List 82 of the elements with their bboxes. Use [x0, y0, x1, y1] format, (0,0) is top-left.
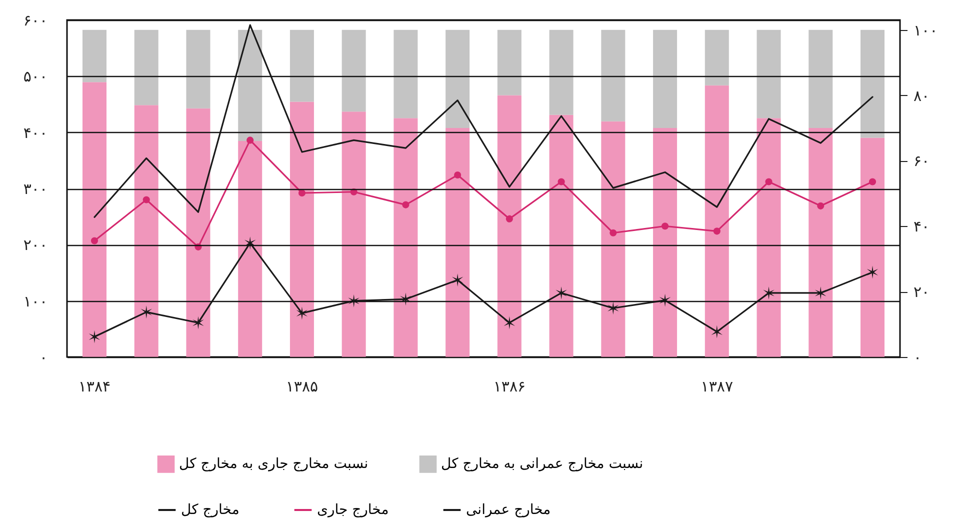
point: [244, 236, 256, 250]
bar: [549, 30, 574, 115]
x-tick-label: ۱۳۸۶: [493, 378, 526, 396]
point: [296, 306, 308, 320]
y2-tick-label: ۴۰: [914, 218, 930, 236]
legend-label: مخارج عمرانی: [466, 502, 551, 518]
bar: [756, 30, 781, 118]
bar: [342, 30, 366, 112]
bar: [446, 128, 470, 357]
bar: [186, 30, 210, 108]
point: [88, 330, 100, 344]
point: [662, 222, 669, 230]
point: [814, 286, 826, 300]
bar: [342, 112, 366, 357]
bar: [82, 30, 106, 82]
bar: [653, 30, 678, 128]
x-tick-label: ۱۳۸۷: [700, 378, 734, 396]
bar: [704, 85, 729, 357]
legend-label: مخارج جاری: [317, 502, 389, 518]
bar: [549, 114, 574, 357]
point: [866, 266, 878, 279]
y-tick-label: ۶۰۰: [23, 12, 48, 30]
point: [402, 201, 410, 208]
point: [610, 229, 617, 236]
point: [711, 325, 723, 338]
point: [192, 316, 204, 330]
point: [400, 292, 412, 306]
point: [506, 215, 513, 222]
legend-label: نسبت مخارج جاری به مخارج کل: [179, 456, 368, 472]
bar: [134, 30, 158, 106]
point: [763, 286, 774, 300]
point: [868, 178, 876, 186]
bar: [238, 30, 262, 142]
bar: [808, 30, 833, 128]
legend-label: مخارج کل: [181, 502, 240, 518]
y-tick-label: ۵۰۰: [23, 68, 48, 86]
bar: [186, 108, 210, 357]
point: [558, 178, 565, 186]
y2-tick-label: ۲۰: [914, 283, 930, 302]
point: [90, 237, 98, 244]
y2-tick-label: ۶۰: [914, 152, 930, 170]
y2-tick-label: ۱۰۰: [914, 21, 938, 40]
bar: [497, 30, 522, 96]
point: [452, 274, 464, 287]
point: [246, 136, 254, 144]
bar: [82, 82, 106, 357]
y-tick-label: ۳۰۰: [23, 180, 48, 198]
y2-tick-label: ۰: [914, 348, 922, 366]
y2-tick-label: ۸۰: [914, 86, 930, 105]
bar: [446, 30, 470, 128]
point: [142, 196, 150, 204]
bar: [497, 95, 522, 357]
bar: [808, 128, 833, 357]
y-tick-label: ۰: [39, 348, 48, 366]
point: [504, 316, 516, 330]
bar: [860, 30, 885, 138]
y-tick-label: ۲۰۰: [23, 236, 48, 254]
point: [765, 178, 772, 186]
y-tick-label: ۱۰۰: [23, 292, 48, 310]
point: [298, 189, 306, 197]
bar: [238, 141, 262, 357]
bar: [653, 128, 678, 357]
legend-label: نسبت مخارج عمرانی به مخارج کل: [441, 456, 644, 472]
x-tick-label: ۱۳۸۵: [286, 378, 318, 396]
y-tick-label: ۴۰۰: [23, 124, 48, 142]
bar: [860, 138, 885, 357]
bar: [601, 121, 626, 357]
bar: [756, 118, 781, 357]
bar: [704, 30, 729, 86]
bar: [394, 118, 418, 357]
point: [817, 202, 824, 210]
point: [713, 228, 720, 235]
x-tick-label: ۱۳۸۴: [78, 378, 111, 396]
point: [454, 171, 462, 179]
point: [556, 286, 567, 300]
bar: [134, 105, 158, 357]
point: [140, 306, 152, 319]
bar: [290, 30, 314, 102]
bar: [394, 30, 418, 118]
bar: [290, 102, 314, 357]
bar: [601, 30, 626, 122]
point: [608, 302, 619, 315]
